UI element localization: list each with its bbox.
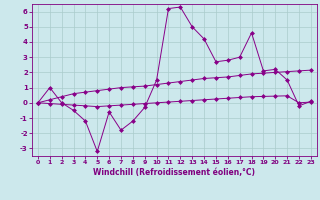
X-axis label: Windchill (Refroidissement éolien,°C): Windchill (Refroidissement éolien,°C): [93, 168, 255, 177]
